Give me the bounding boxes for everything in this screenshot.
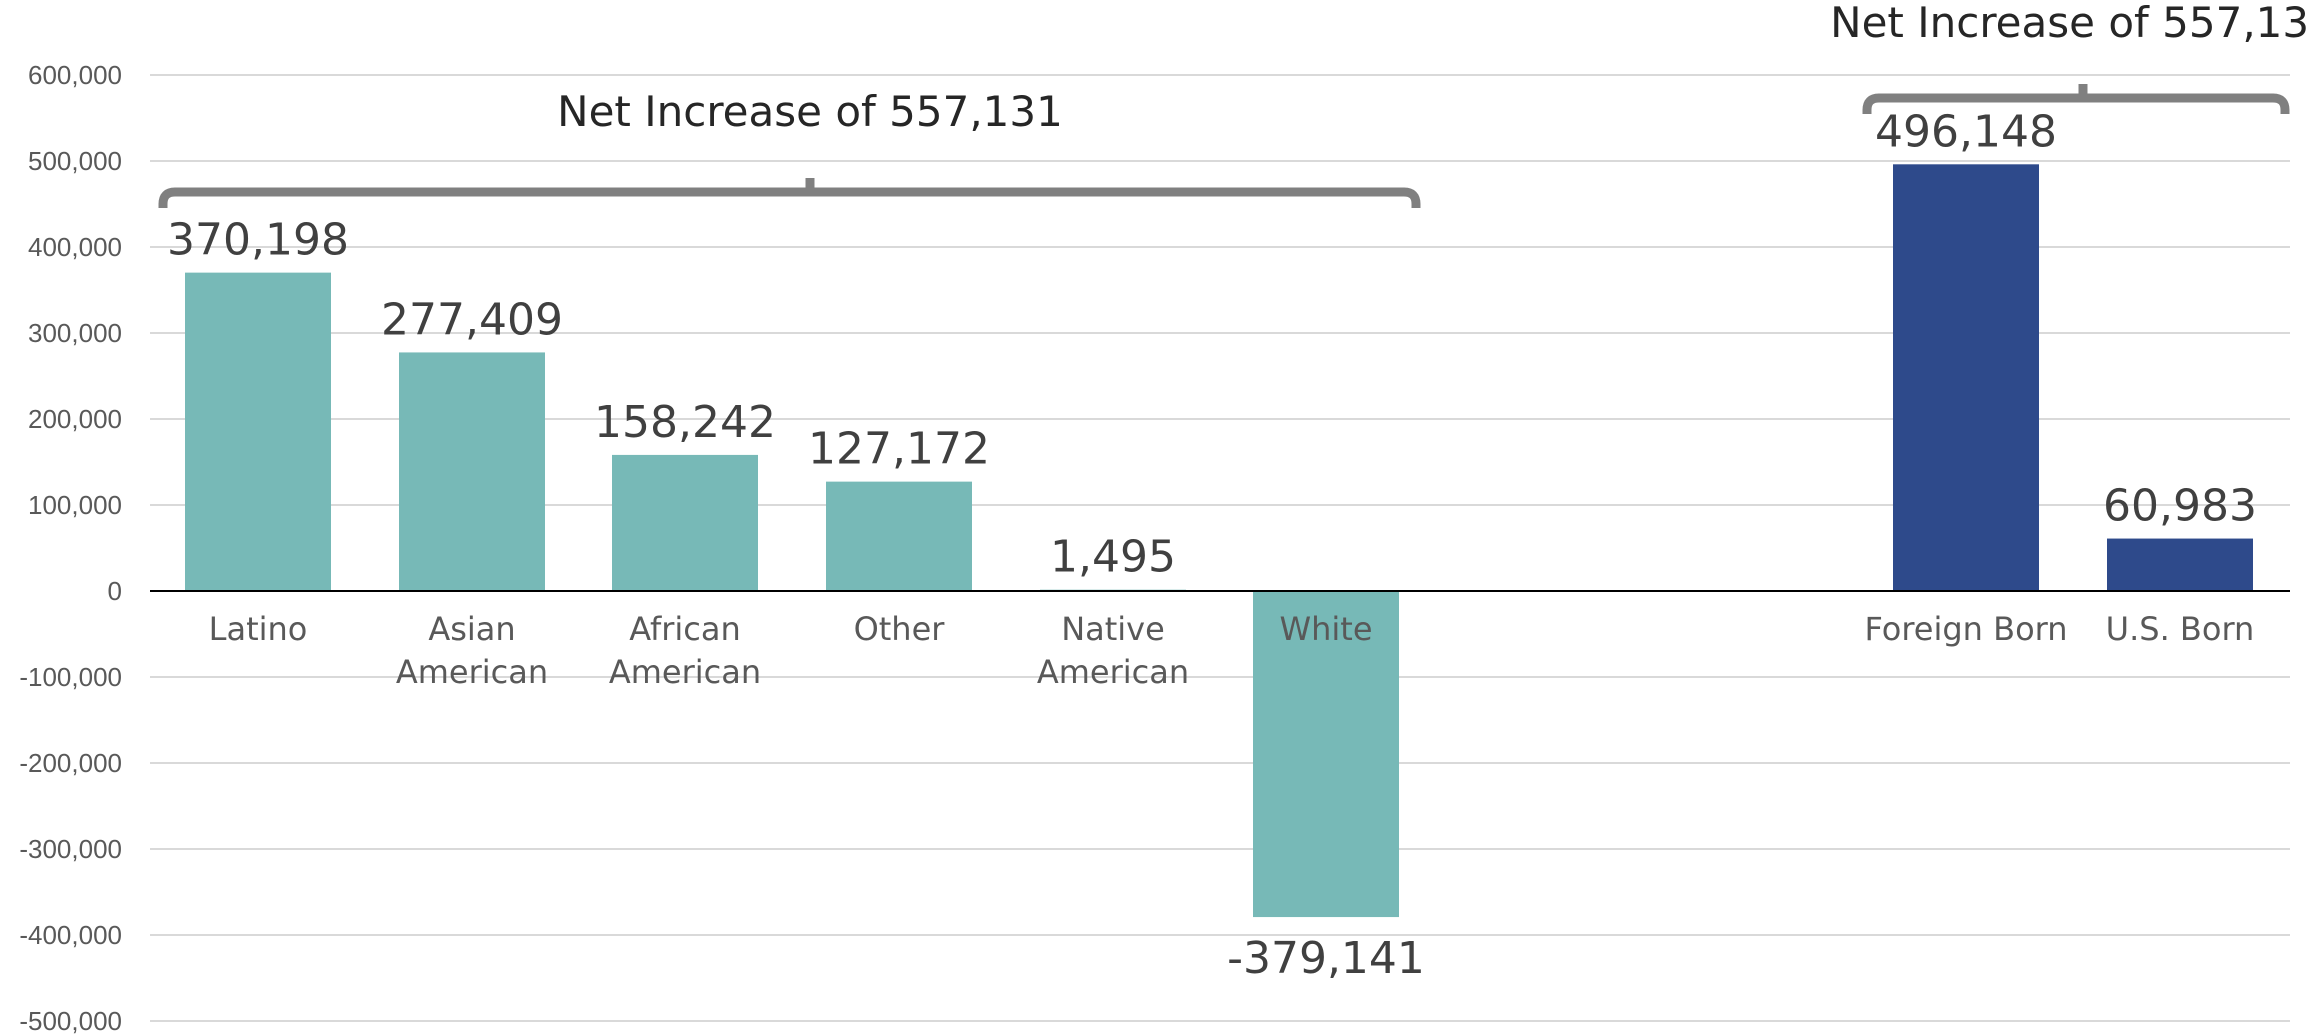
bar	[826, 481, 972, 591]
y-tick-label: -500,000	[19, 1006, 122, 1034]
data-label: 158,242	[594, 397, 776, 448]
data-label: 370,198	[167, 215, 349, 266]
y-tick-label: 200,000	[28, 404, 122, 434]
category-labels: Latino Asian American African American Other N…	[209, 610, 2255, 691]
y-tick-label: -300,000	[19, 834, 122, 864]
bracket	[1862, 84, 2290, 115]
bar	[2107, 538, 2253, 591]
data-label: -379,141	[1227, 933, 1425, 984]
category-label: Other	[854, 610, 946, 648]
y-tick-label: 400,000	[28, 232, 122, 262]
category-label: White	[1279, 610, 1372, 648]
y-tick-label: 600,000	[28, 60, 122, 90]
category-label: U.S. Born	[2106, 610, 2255, 648]
y-tick-label: -100,000	[19, 662, 122, 692]
annotation-label: Net Increase of 557,131	[1830, 0, 2313, 47]
bar	[185, 272, 331, 591]
category-label: Latino	[209, 610, 308, 648]
bar	[1253, 591, 1399, 918]
category-label: African American	[609, 610, 761, 691]
category-label: Native American	[1037, 610, 1189, 691]
data-label: 277,409	[381, 294, 563, 345]
y-tick-label: -400,000	[19, 920, 122, 950]
data-label: 127,172	[808, 424, 990, 475]
y-tick-label: 100,000	[28, 490, 122, 520]
y-axis-ticks: 600,000 500,000 400,000 300,000 200,000 100,0…	[19, 60, 122, 1034]
data-label: 496,148	[1875, 106, 2057, 157]
bar	[1893, 164, 2039, 591]
data-label: 1,495	[1050, 532, 1176, 583]
y-tick-label: -200,000	[19, 748, 122, 778]
bracket	[158, 178, 1421, 209]
y-tick-label: 300,000	[28, 318, 122, 348]
bar	[399, 352, 545, 591]
data-labels: 370,198 277,409 158,242 127,172 1,495 -379,14…	[167, 106, 2257, 984]
bar	[612, 454, 758, 591]
category-label: Asian American	[396, 610, 548, 691]
category-label: Foreign Born	[1864, 610, 2067, 648]
y-tick-label: 0	[108, 576, 122, 606]
y-tick-label: 500,000	[28, 146, 122, 176]
data-label: 60,983	[2103, 481, 2257, 532]
bars	[185, 164, 2253, 918]
annotations: Net Increase of 557,131 Net Increase of 5…	[158, 0, 2313, 209]
annotation-label: Net Increase of 557,131	[557, 87, 1063, 136]
